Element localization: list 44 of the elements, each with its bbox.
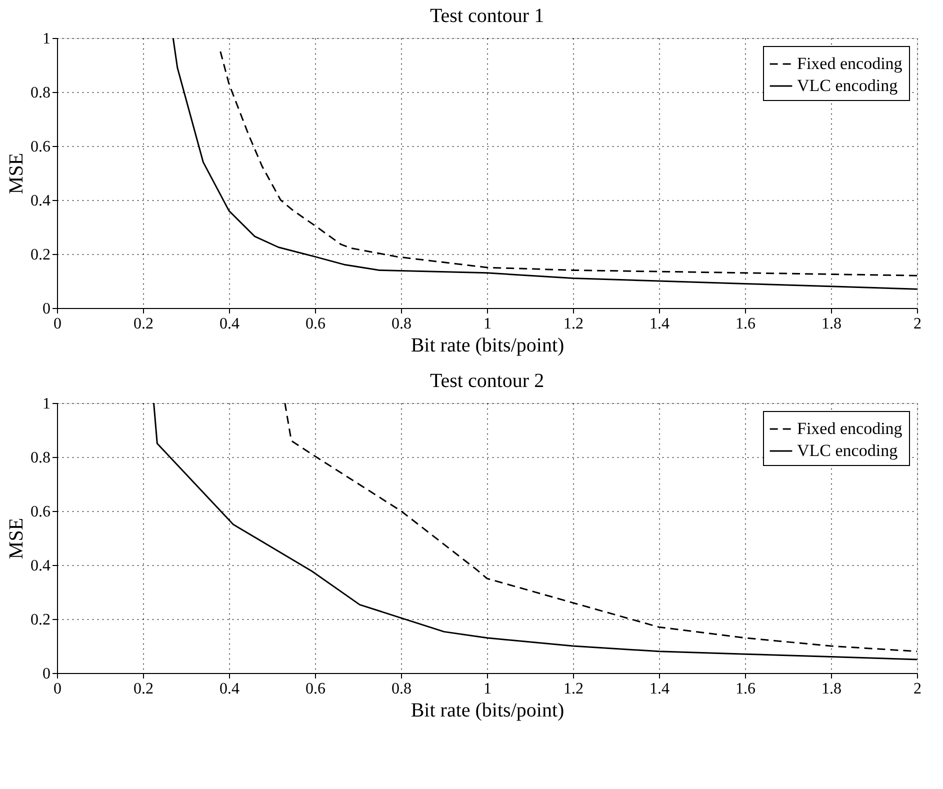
x-tick-label: 0 xyxy=(54,316,62,332)
y-tick-label: 0.2 xyxy=(30,246,50,264)
chart-title: Test contour 2 xyxy=(430,370,544,392)
x-axis-title: Bit rate (bits/point) xyxy=(410,700,564,722)
x-tick-label: 0.8 xyxy=(392,680,412,698)
x-tick-label: 0.6 xyxy=(306,680,326,698)
x-tick-label: 1.8 xyxy=(822,680,842,698)
x-tick-label: 0.8 xyxy=(392,316,412,332)
y-tick-label: 0 xyxy=(42,300,50,318)
y-tick-label: 0.4 xyxy=(30,558,50,574)
x-tick-label: 0.2 xyxy=(134,680,154,698)
y-tick-label: 0.8 xyxy=(30,450,50,466)
y-tick-label: 0.4 xyxy=(30,192,50,210)
x-tick-label: 0.2 xyxy=(134,316,154,332)
y-tick-label: 0.2 xyxy=(30,612,50,628)
legend-label: VLC encoding xyxy=(797,441,898,460)
y-tick-label: 1 xyxy=(42,396,50,412)
legend-label: VLC encoding xyxy=(797,76,898,95)
x-tick-label: 1 xyxy=(484,316,492,332)
x-tick-label: 2 xyxy=(914,316,922,332)
y-tick-label: 0.8 xyxy=(30,84,50,102)
x-tick-label: 1.4 xyxy=(650,680,670,698)
x-tick-label: 0.6 xyxy=(306,316,326,332)
x-tick-label: 1.4 xyxy=(650,316,670,332)
y-tick-label: 1 xyxy=(42,30,50,48)
y-tick-label: 0.6 xyxy=(30,504,50,520)
x-tick-label: 2 xyxy=(914,680,922,698)
legend-label: Fixed encoding xyxy=(797,54,903,73)
y-tick-label: 0.6 xyxy=(30,138,50,156)
x-tick-label: 1.6 xyxy=(736,316,756,332)
legend-label: Fixed encoding xyxy=(797,419,903,438)
x-tick-label: 1.8 xyxy=(822,316,842,332)
x-tick-label: 0.4 xyxy=(220,680,240,698)
x-tick-label: 1.2 xyxy=(564,316,584,332)
x-tick-label: 1.6 xyxy=(736,680,756,698)
x-tick-label: 1 xyxy=(484,680,492,698)
y-axis-title: MSE xyxy=(6,152,28,194)
x-tick-label: 0 xyxy=(54,680,62,698)
y-axis-title: MSE xyxy=(6,518,28,560)
x-axis-title: Bit rate (bits/point) xyxy=(410,334,564,356)
x-tick-label: 0.4 xyxy=(220,316,240,332)
x-tick-label: 1.2 xyxy=(564,680,584,698)
y-tick-label: 0 xyxy=(42,666,50,682)
chart-title: Test contour 1 xyxy=(430,5,544,27)
